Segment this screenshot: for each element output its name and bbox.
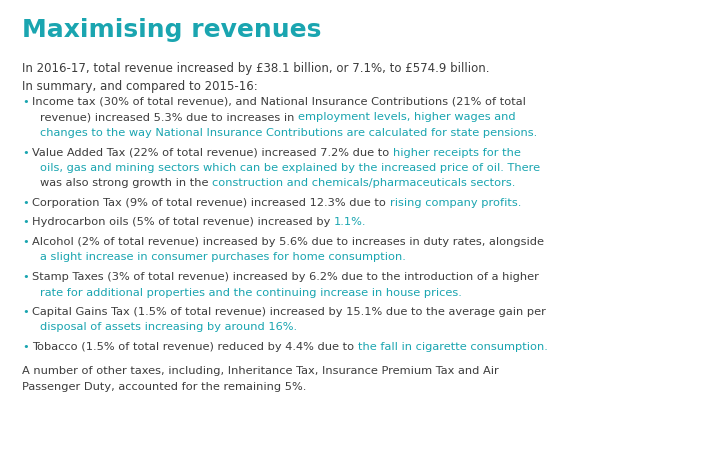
Text: oils, gas and mining sectors which can be explained by the increased price of oi: oils, gas and mining sectors which can b… — [40, 163, 540, 173]
Text: Capital Gains Tax (1.5% of total revenue) increased by 15.1% due to the average : Capital Gains Tax (1.5% of total revenue… — [32, 307, 546, 316]
Text: rate for additional properties and the continuing increase in house prices.: rate for additional properties and the c… — [40, 287, 462, 297]
Text: A number of other taxes, including, Inheritance Tax, Insurance Premium Tax and A: A number of other taxes, including, Inhe… — [22, 366, 499, 375]
Text: Corporation Tax (9% of total revenue) increased 12.3% due to: Corporation Tax (9% of total revenue) in… — [32, 198, 390, 207]
Text: Stamp Taxes (3% of total revenue) increased by 6.2% due to the introduction of a: Stamp Taxes (3% of total revenue) increa… — [32, 271, 539, 282]
Text: •: • — [22, 147, 29, 157]
Text: •: • — [22, 307, 29, 316]
Text: In 2016-17, total revenue increased by £38.1 billion, or 7.1%, to £574.9 billion: In 2016-17, total revenue increased by £… — [22, 62, 490, 75]
Text: In summary, and compared to 2015-16:: In summary, and compared to 2015-16: — [22, 80, 258, 93]
Text: Hydrocarbon oils (5% of total revenue) increased by: Hydrocarbon oils (5% of total revenue) i… — [32, 217, 334, 227]
Text: •: • — [22, 97, 29, 107]
Text: changes to the way National Insurance Contributions are calculated for state pen: changes to the way National Insurance Co… — [40, 128, 537, 138]
Text: 1.1%.: 1.1%. — [334, 217, 366, 227]
Text: •: • — [22, 341, 29, 351]
Text: employment levels, higher wages and: employment levels, higher wages and — [298, 112, 516, 122]
Text: •: • — [22, 271, 29, 282]
Text: Passenger Duty, accounted for the remaining 5%.: Passenger Duty, accounted for the remain… — [22, 381, 307, 391]
Text: the fall in cigarette consumption.: the fall in cigarette consumption. — [358, 341, 548, 351]
Text: Tobacco (1.5% of total revenue) reduced by 4.4% due to: Tobacco (1.5% of total revenue) reduced … — [32, 341, 358, 351]
Text: revenue) increased 5.3% due to increases in: revenue) increased 5.3% due to increases… — [40, 112, 298, 122]
Text: disposal of assets increasing by around 16%.: disposal of assets increasing by around … — [40, 322, 297, 332]
Text: Alcohol (2% of total revenue) increased by 5.6% due to increases in duty rates, : Alcohol (2% of total revenue) increased … — [32, 237, 544, 246]
Text: a slight increase in consumer purchases for home consumption.: a slight increase in consumer purchases … — [40, 252, 406, 262]
Text: construction and chemicals/pharmaceuticals sectors.: construction and chemicals/pharmaceutica… — [212, 178, 516, 188]
Text: Maximising revenues: Maximising revenues — [22, 18, 321, 42]
Text: Value Added Tax (22% of total revenue) increased 7.2% due to: Value Added Tax (22% of total revenue) i… — [32, 147, 393, 157]
Text: •: • — [22, 198, 29, 207]
Text: •: • — [22, 237, 29, 246]
Text: •: • — [22, 217, 29, 227]
Text: rising company profits.: rising company profits. — [390, 198, 521, 207]
Text: higher receipts for the: higher receipts for the — [393, 147, 521, 157]
Text: was also strong growth in the: was also strong growth in the — [40, 178, 212, 188]
Text: Income tax (30% of total revenue), and National Insurance Contributions (21% of : Income tax (30% of total revenue), and N… — [32, 97, 526, 107]
